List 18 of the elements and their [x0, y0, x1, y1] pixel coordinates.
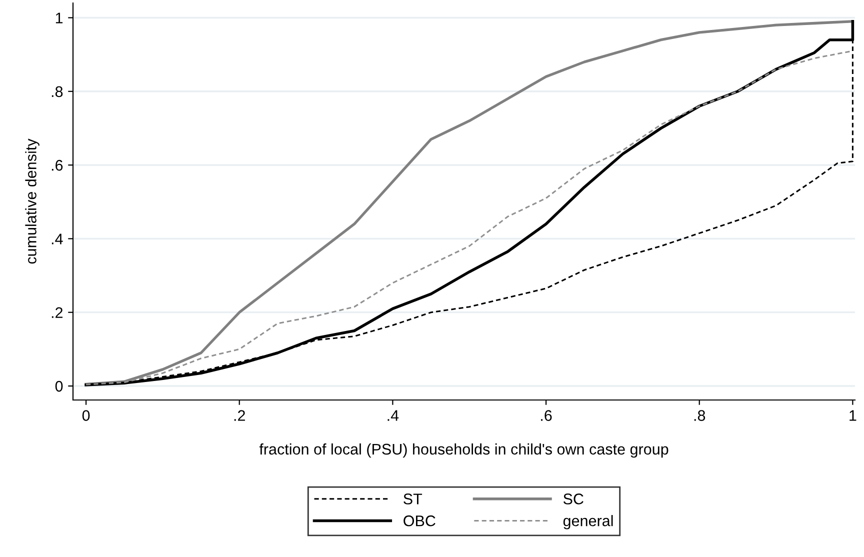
- y-tick-label: .6: [52, 160, 63, 171]
- y-axis-title: cumulative density: [25, 138, 40, 264]
- y-tick-label: .4: [52, 234, 63, 244]
- x-tick-label: 1: [850, 410, 856, 421]
- legend-label: SC: [563, 494, 584, 504]
- x-tick-label: .8: [694, 410, 706, 421]
- x-tick-label: 0: [82, 410, 90, 421]
- y-tick-label: .2: [52, 307, 63, 318]
- legend-label: ST: [404, 494, 422, 504]
- x-tick-label: .4: [388, 410, 399, 421]
- x-tick-label: .2: [234, 410, 245, 421]
- x-axis-title: fraction of local (PSU) households in child's own caste group: [259, 443, 668, 458]
- legend-label: OBC: [404, 515, 436, 526]
- legend-label: general: [563, 515, 613, 530]
- x-tick-label: .6: [541, 410, 552, 421]
- y-tick-label: .8: [52, 86, 63, 98]
- y-tick-label: 0: [55, 380, 63, 392]
- y-tick-label: 1: [56, 12, 63, 24]
